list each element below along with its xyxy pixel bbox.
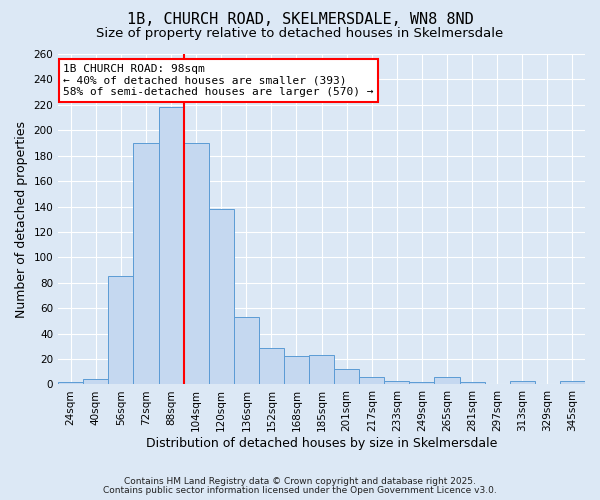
Bar — [158, 108, 184, 384]
Bar — [209, 209, 234, 384]
X-axis label: Distribution of detached houses by size in Skelmersdale: Distribution of detached houses by size … — [146, 437, 497, 450]
Text: Contains HM Land Registry data © Crown copyright and database right 2025.: Contains HM Land Registry data © Crown c… — [124, 477, 476, 486]
Bar — [83, 380, 109, 384]
Bar — [184, 143, 209, 384]
Text: 1B, CHURCH ROAD, SKELMERSDALE, WN8 8ND: 1B, CHURCH ROAD, SKELMERSDALE, WN8 8ND — [127, 12, 473, 28]
Text: Size of property relative to detached houses in Skelmersdale: Size of property relative to detached ho… — [97, 28, 503, 40]
Bar — [359, 377, 385, 384]
Bar — [334, 369, 359, 384]
Bar — [309, 355, 334, 384]
Bar — [58, 382, 83, 384]
Text: Contains public sector information licensed under the Open Government Licence v3: Contains public sector information licen… — [103, 486, 497, 495]
Bar — [560, 380, 585, 384]
Bar — [434, 377, 460, 384]
Bar — [385, 380, 409, 384]
Bar — [259, 348, 284, 385]
Bar — [109, 276, 133, 384]
Text: 1B CHURCH ROAD: 98sqm
← 40% of detached houses are smaller (393)
58% of semi-det: 1B CHURCH ROAD: 98sqm ← 40% of detached … — [64, 64, 374, 97]
Bar — [409, 382, 434, 384]
Bar — [284, 356, 309, 384]
Bar — [234, 317, 259, 384]
Bar — [510, 380, 535, 384]
Y-axis label: Number of detached properties: Number of detached properties — [15, 120, 28, 318]
Bar — [133, 143, 158, 384]
Bar — [460, 382, 485, 384]
